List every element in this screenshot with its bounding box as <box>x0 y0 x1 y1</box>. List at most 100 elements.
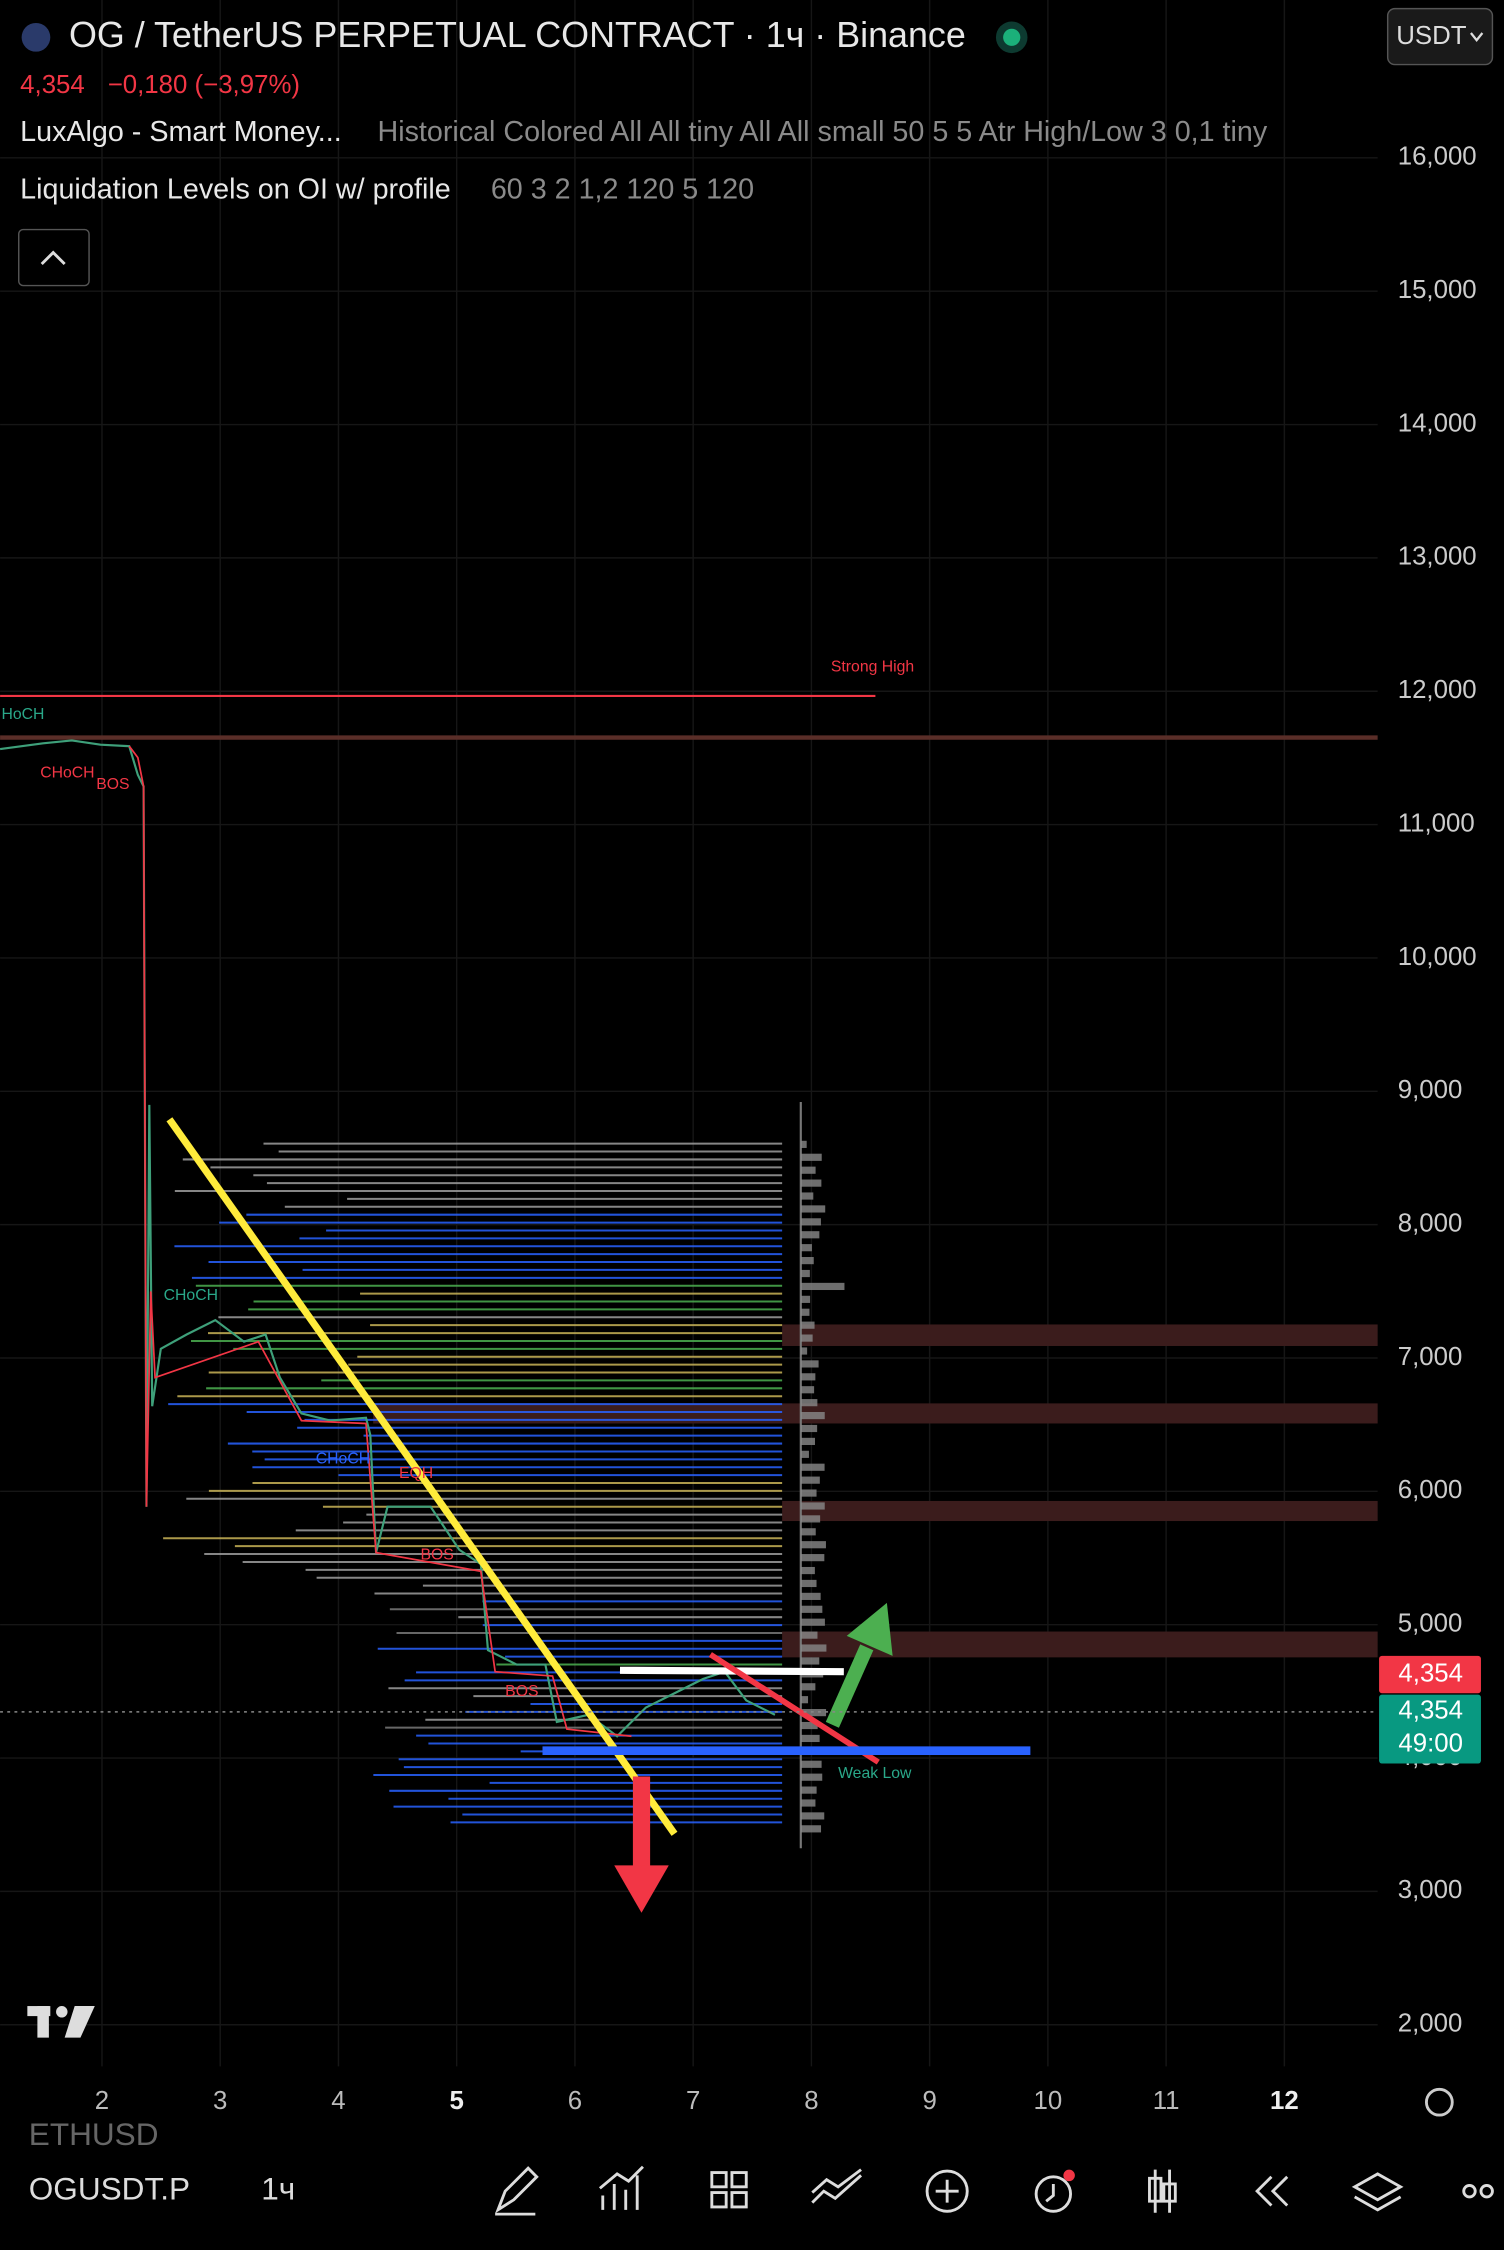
profile-bar <box>800 1644 827 1652</box>
profile-bar <box>800 1734 820 1743</box>
last-price-label-text: 4,354 <box>1398 1659 1463 1687</box>
arrow-up <box>825 1602 893 1728</box>
add-button[interactable] <box>925 2169 969 2213</box>
x-tick-label: 2 <box>95 2087 109 2115</box>
annotation: CHoCH <box>164 1287 218 1304</box>
zones <box>373 1324 1378 1658</box>
chart-type-button[interactable] <box>1148 2169 1177 2213</box>
annotation: Weak Low <box>838 1765 912 1782</box>
x-tick-label: 8 <box>804 2087 818 2115</box>
indicator-name[interactable]: Liquidation Levels on OI w/ profile <box>20 173 451 205</box>
profile-bar <box>800 1631 818 1639</box>
x-tick-label: 11 <box>1153 2087 1180 2115</box>
profile-bar <box>800 1399 818 1407</box>
profile-bar <box>800 1579 817 1588</box>
profile-bar <box>800 1566 815 1575</box>
profile-bar <box>800 1424 818 1433</box>
zone <box>782 1500 1378 1522</box>
currency: USDT <box>1396 22 1466 50</box>
layout-button[interactable] <box>710 2171 748 2209</box>
profile-bar <box>800 1463 825 1471</box>
zone <box>782 1324 1378 1346</box>
annotation: BOS <box>96 776 129 793</box>
more-button[interactable] <box>1462 2183 1477 2199</box>
indicator-params: Historical Colored All All tiny All All … <box>377 116 1267 148</box>
profile-bar <box>800 1373 816 1381</box>
profile-bar <box>800 1437 815 1445</box>
annotation: Strong High <box>831 658 914 675</box>
profile-bar <box>800 1334 813 1342</box>
profile-bar <box>800 1166 816 1174</box>
profile-bar <box>800 1153 822 1161</box>
x-tick-label: 4 <box>331 2087 345 2115</box>
x-tick-label: 10 <box>1034 2087 1063 2115</box>
profile-bar <box>800 1386 815 1394</box>
symbol-title[interactable]: OG / TetherUS PERPETUAL CONTRACT · 1ч · … <box>69 15 966 55</box>
currency-selector[interactable] <box>1386 7 1494 66</box>
alert-dot <box>1063 2169 1075 2182</box>
arrow-shaft <box>825 1644 874 1728</box>
annotation: BOS <box>505 1683 538 1700</box>
arrow-head <box>614 1865 669 1913</box>
profile-bar <box>800 1347 808 1355</box>
arrow-shaft <box>632 1776 651 1869</box>
y-tick-label: 11,000 <box>1398 809 1475 837</box>
profile-bar <box>800 1605 823 1613</box>
annotation: CHoCH <box>40 765 94 782</box>
profile-bar <box>800 1244 812 1252</box>
y-tick-label: 10,000 <box>1398 943 1477 971</box>
y-tick-label: 14,000 <box>1398 409 1477 437</box>
alert-button[interactable] <box>1034 2175 1072 2213</box>
y-tick-label: 5,000 <box>1398 1610 1463 1638</box>
x-tick-label: 5 <box>450 2087 464 2115</box>
annotation: HoCH <box>2 706 45 723</box>
x-tick-label: 6 <box>568 2087 582 2115</box>
profile-bar <box>800 1760 822 1768</box>
profile-bar <box>800 1269 810 1278</box>
annotation: EQH <box>399 1465 433 1482</box>
profile-bar <box>800 1321 815 1329</box>
profile-bar <box>800 1657 820 1665</box>
annotation: CHoCH <box>316 1451 370 1468</box>
annotation: BOS <box>421 1547 454 1564</box>
profile-bar <box>800 1592 821 1600</box>
profile-bar <box>800 1218 821 1226</box>
profile-bar <box>800 1696 809 1704</box>
symbol-button[interactable]: OGUSDT.P <box>29 2171 190 2207</box>
profile-bar <box>800 1179 822 1187</box>
y-tick-label: 8,000 <box>1398 1209 1463 1237</box>
profile-bar <box>800 1541 826 1549</box>
x-tick-label: 7 <box>686 2087 700 2115</box>
profile-bar <box>800 1360 819 1368</box>
arrow-head <box>846 1602 893 1656</box>
toolbar-mask <box>0 2152 488 2250</box>
y-tick-label: 15,000 <box>1398 276 1477 304</box>
y-tick-label: 12,000 <box>1398 676 1477 704</box>
chevron <box>1470 32 1484 43</box>
liquidation-levels <box>163 1142 783 1824</box>
indicator-name[interactable]: LuxAlgo - Smart Money... <box>20 116 342 148</box>
profile-bar <box>800 1721 818 1730</box>
collapse-button[interactable] <box>18 228 90 287</box>
last-price: 4,354 <box>20 71 85 99</box>
profile-bar <box>800 1683 816 1691</box>
indicators-button[interactable] <box>598 2165 644 2210</box>
current-price-label <box>1379 1694 1481 1764</box>
profile-bar <box>800 1205 826 1213</box>
profile-bar <box>800 1515 821 1523</box>
profile-bar <box>800 1257 814 1265</box>
x-tick-label: 9 <box>922 2087 936 2115</box>
profile-bar <box>800 1554 825 1562</box>
compare-button[interactable] <box>811 2168 863 2204</box>
interval-button[interactable]: 1ч <box>261 2171 295 2207</box>
draw-tool[interactable] <box>495 2166 539 2216</box>
profile-bar <box>800 1502 825 1510</box>
y-tick-label: 13,000 <box>1398 543 1477 571</box>
symbol-icon <box>21 22 51 52</box>
y-tick-label: 16,000 <box>1398 143 1477 171</box>
settings-button[interactable] <box>1424 2087 1454 2117</box>
replay-button[interactable] <box>1255 2175 1289 2207</box>
layers-button[interactable] <box>1351 2172 1404 2212</box>
arrow-down <box>614 1776 669 1913</box>
profile-bar <box>800 1411 825 1420</box>
